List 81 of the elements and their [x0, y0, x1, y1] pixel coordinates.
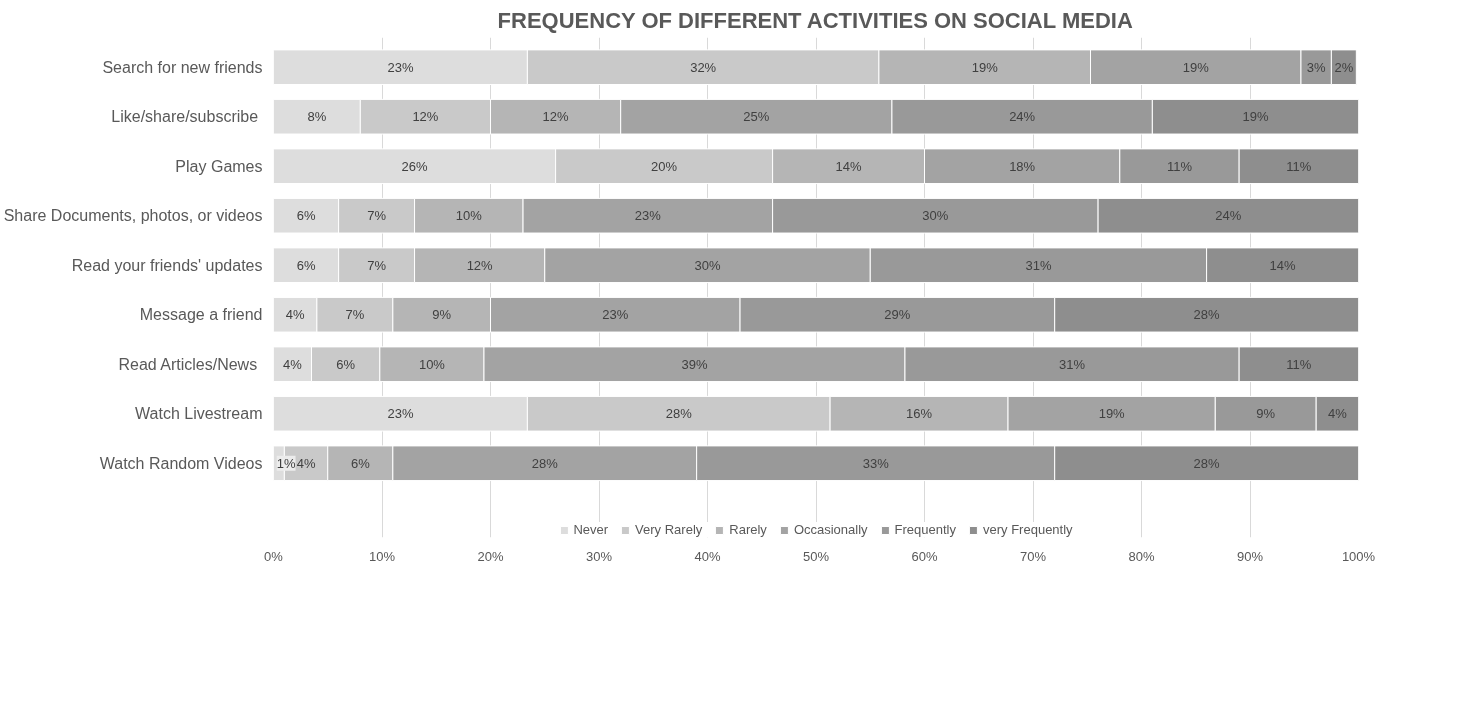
legend-label: Rarely — [729, 522, 767, 537]
data-label: 28% — [531, 455, 559, 471]
data-label: 9% — [432, 307, 452, 323]
data-label: 10% — [418, 356, 446, 372]
chart-title: FREQUENCY OF DIFFERENT ACTIVITIES ON SOCIAL MEDIA — [497, 7, 1133, 33]
data-label: 16% — [906, 406, 933, 422]
y-tick-label: Like/share/subscribe — [111, 108, 259, 126]
data-label: 23% — [602, 307, 629, 323]
data-label: 26% — [401, 158, 428, 174]
x-tick-label: 70% — [1019, 548, 1047, 564]
y-tick-label: Watch Livestream — [135, 405, 263, 423]
data-label: 3% — [1306, 59, 1327, 75]
data-label: 7% — [367, 257, 387, 273]
legend-label: Never — [573, 522, 609, 537]
legend-label: Very Rarely — [635, 522, 703, 537]
data-label: 10% — [455, 208, 483, 224]
data-label: 19% — [1098, 406, 1126, 422]
data-label: 7% — [345, 307, 365, 323]
data-label: 6% — [296, 208, 316, 224]
data-label: 31% — [1059, 356, 1086, 372]
y-tick-label: Watch Random Videos — [99, 454, 263, 472]
data-label: 11% — [1166, 158, 1193, 174]
data-label: 12% — [412, 109, 439, 125]
data-label: 30% — [922, 208, 949, 224]
data-label: 11% — [1286, 356, 1312, 372]
data-label: 14% — [1269, 257, 1296, 273]
data-label: 25% — [743, 109, 770, 125]
data-label: 9% — [1256, 406, 1276, 422]
data-label: 1% — [276, 455, 296, 471]
data-label: 33% — [862, 455, 890, 471]
data-label: 11% — [1286, 158, 1312, 174]
data-label: 24% — [1215, 208, 1242, 224]
data-label: 39% — [681, 356, 708, 372]
data-label: 28% — [665, 406, 693, 422]
data-label: 7% — [367, 208, 387, 224]
legend-label: Occasionally — [793, 522, 868, 537]
data-label: 4% — [296, 455, 316, 471]
x-tick-label: 30% — [585, 548, 613, 564]
data-label: 6% — [296, 257, 316, 273]
data-label: 23% — [387, 59, 414, 75]
data-label: 19% — [1242, 109, 1269, 125]
y-tick-label: Read your friends' updates — [71, 256, 263, 274]
y-tick-label: Play Games — [175, 157, 263, 175]
data-label: 31% — [1025, 257, 1052, 273]
data-label: 18% — [1009, 158, 1036, 174]
y-tick-label: Message a friend — [139, 306, 263, 324]
data-label: 28% — [1193, 307, 1221, 323]
x-tick-label: 40% — [694, 548, 721, 564]
data-label: 4% — [1327, 406, 1348, 422]
data-label: 19% — [1182, 59, 1210, 75]
data-label: 6% — [350, 455, 371, 471]
x-tick-label: 80% — [1128, 548, 1155, 564]
x-tick-label: 20% — [477, 548, 504, 564]
data-label: 29% — [884, 307, 911, 323]
x-tick-label: 50% — [802, 548, 830, 564]
data-label: 4% — [283, 356, 303, 372]
data-label: 2% — [1334, 59, 1354, 75]
data-label: 6% — [336, 356, 356, 372]
y-tick-label: Read Articles/News — [118, 355, 258, 373]
legend-label: very Frequently — [983, 522, 1073, 537]
y-tick-label: Share Documents, photos, or videos — [3, 207, 263, 225]
data-label: 12% — [542, 109, 570, 125]
data-label: 32% — [690, 59, 717, 75]
data-label: 30% — [694, 257, 721, 273]
data-label: 28% — [1193, 455, 1221, 471]
x-tick-label: 60% — [911, 548, 938, 564]
data-label: 19% — [971, 59, 999, 75]
data-label: 24% — [1009, 109, 1036, 125]
x-tick-label: 100% — [1341, 548, 1376, 564]
data-label: 20% — [651, 158, 678, 174]
x-tick-label: 0% — [264, 548, 284, 564]
data-label: 23% — [387, 406, 414, 422]
legend-label: Frequently — [894, 522, 956, 537]
data-label: 8% — [307, 109, 327, 125]
y-tick-label: Search for new friends — [102, 58, 263, 76]
data-label: 12% — [466, 257, 494, 273]
data-label: 4% — [285, 307, 306, 323]
x-tick-label: 90% — [1236, 548, 1264, 564]
data-label: 14% — [835, 158, 862, 174]
x-tick-label: 10% — [368, 548, 396, 564]
data-label: 23% — [634, 208, 662, 224]
